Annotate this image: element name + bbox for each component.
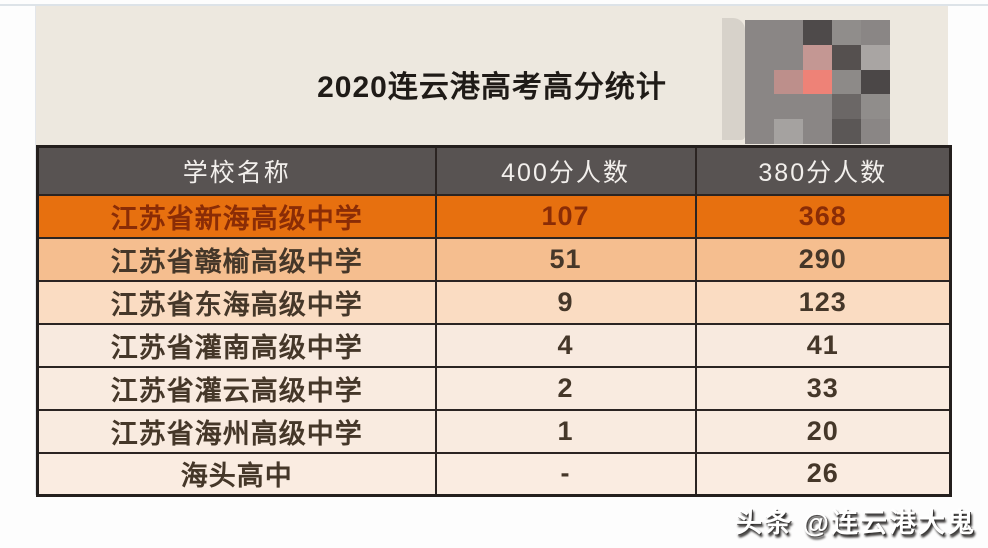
mosaic-cell	[832, 94, 861, 120]
mosaic-cell	[803, 94, 832, 120]
table-row: 江苏省新海高级中学 107 368	[36, 193, 952, 239]
school-cell: 海头高中	[36, 451, 437, 497]
mosaic-cell	[803, 20, 832, 45]
mosaic-cell	[774, 44, 803, 70]
mosaic-cell	[861, 119, 890, 144]
mosaic-cell	[832, 119, 861, 144]
score-400-cell: 1	[434, 408, 697, 454]
score-380-cell: 33	[694, 365, 952, 411]
score-400-cell: 4	[434, 322, 697, 368]
table-row: 江苏省东海高级中学 9 123	[36, 279, 952, 325]
score-380-cell: 41	[694, 322, 952, 368]
table-row: 海头高中 -26	[36, 451, 952, 497]
mosaic-cell	[745, 69, 774, 95]
mosaic-cell	[745, 44, 774, 70]
school-cell: 江苏省灌云高级中学	[36, 365, 437, 411]
censored-mosaic-image	[745, 20, 890, 144]
table-row: 江苏省海州高级中学 1 20	[36, 408, 952, 454]
table-body: 江苏省新海高级中学 107 368 江苏省赣榆高级中学 51 290 江苏省东海高级中学 9 1…	[36, 193, 952, 497]
school-cell: 江苏省海州高级中学	[36, 408, 437, 454]
mosaic-cell	[832, 20, 861, 45]
top-divider-line	[0, 4, 988, 6]
col-header-380: 380分人数	[694, 145, 952, 196]
mosaic-cell	[745, 20, 774, 45]
score-400-cell: -	[434, 451, 697, 497]
mosaic-cell	[774, 69, 803, 95]
col-header-400: 400分人数	[434, 145, 697, 196]
table-row: 江苏省赣榆高级中学 51 290	[36, 236, 952, 282]
censored-photo-region	[722, 8, 890, 144]
mosaic-cell	[774, 119, 803, 144]
title-band: 2020连云港高考高分统计	[36, 6, 948, 145]
school-cell: 江苏省新海高级中学	[36, 193, 437, 239]
mosaic-cell	[861, 44, 890, 70]
table-header-row: 学校名称 400分人数 380分人数	[36, 145, 952, 196]
mosaic-cell	[803, 69, 832, 95]
mosaic-cell	[774, 20, 803, 45]
col-header-school: 学校名称	[36, 145, 437, 196]
mosaic-cell	[832, 44, 861, 70]
score-380-cell: 123	[694, 279, 952, 325]
mosaic-cell	[803, 44, 832, 70]
school-cell: 江苏省东海高级中学	[36, 279, 437, 325]
scores-table: 学校名称 400分人数 380分人数 江苏省新海高级中学 107 368 江苏省赣榆高…	[36, 145, 952, 497]
score-380-cell: 26	[694, 451, 952, 497]
score-400-cell: 9	[434, 279, 697, 325]
score-380-cell: 290	[694, 236, 952, 282]
mosaic-edge-strip	[722, 18, 745, 140]
school-cell: 江苏省赣榆高级中学	[36, 236, 437, 282]
page-title: 2020连云港高考高分统计	[317, 71, 667, 104]
mosaic-cell	[861, 20, 890, 45]
mosaic-cell	[832, 69, 861, 95]
score-400-cell: 107	[434, 193, 697, 239]
mosaic-cell	[861, 94, 890, 120]
mosaic-cell	[745, 94, 774, 120]
table-row: 江苏省灌南高级中学 4 41	[36, 322, 952, 368]
mosaic-cell	[861, 69, 890, 95]
mosaic-cell	[803, 119, 832, 144]
school-cell: 江苏省灌南高级中学	[36, 322, 437, 368]
table-row: 江苏省灌云高级中学 2 33	[36, 365, 952, 411]
watermark: 头条 @连云港大鬼	[735, 508, 976, 538]
score-400-cell: 51	[434, 236, 697, 282]
stats-panel: 2020连云港高考高分统计 学校名称 400分人数 380分人数 江苏省新海高级…	[35, 6, 952, 497]
mosaic-cell	[745, 119, 774, 144]
mosaic-cell	[774, 94, 803, 120]
score-400-cell: 2	[434, 365, 697, 411]
score-380-cell: 368	[694, 193, 952, 239]
score-380-cell: 20	[694, 408, 952, 454]
